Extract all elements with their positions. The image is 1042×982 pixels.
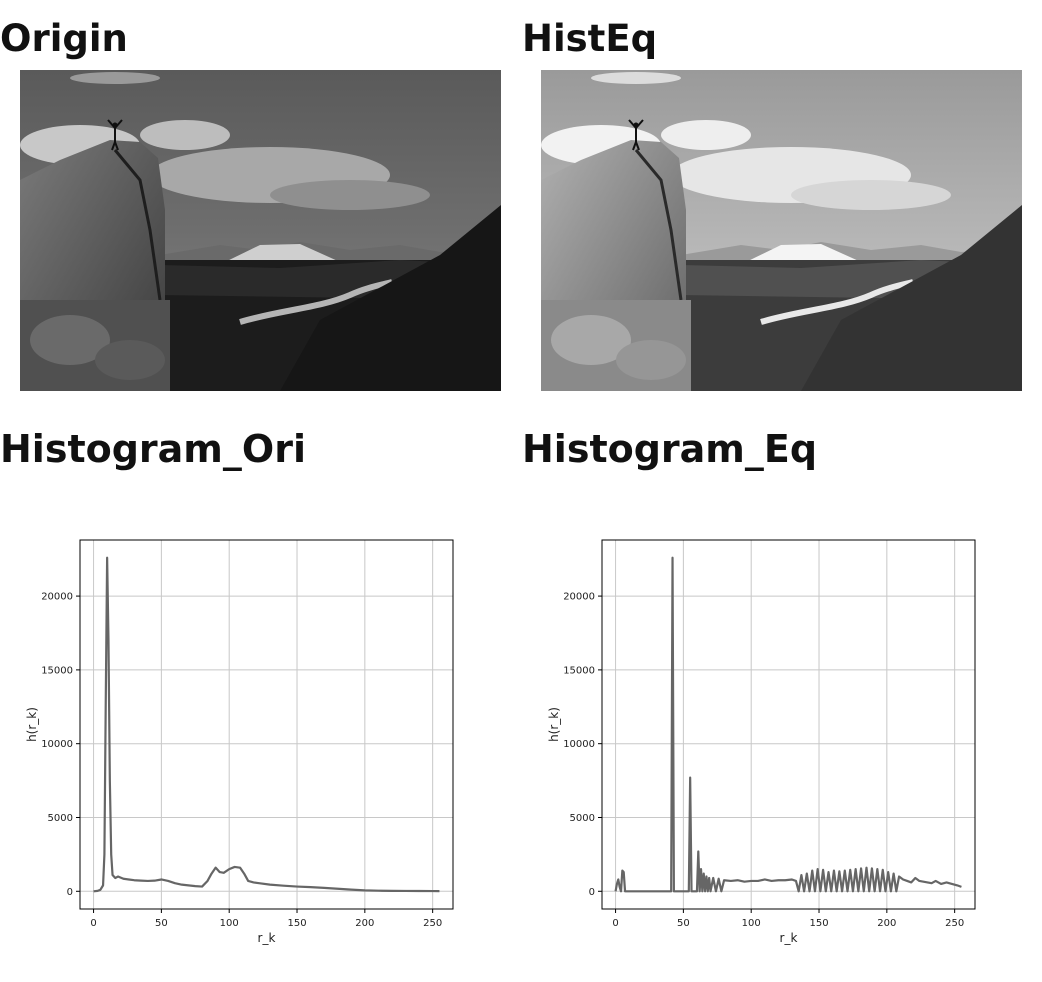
x-tick-label: 150	[287, 918, 306, 929]
histogram-eq-title: Histogram_Eq	[522, 427, 818, 471]
y-tick-label: 15000	[41, 665, 73, 676]
x-tick-label: 100	[742, 918, 761, 929]
y-tick-label: 20000	[41, 592, 73, 603]
y-tick-label: 0	[67, 887, 73, 898]
histeq-image	[541, 70, 1022, 391]
x-tick-label: 50	[155, 918, 168, 929]
histogram-ori-title: Histogram_Ori	[0, 427, 306, 471]
histogram-eq-chart: 0 50 100 150 200 250 0 5000 10000 15000 20000 r_k h(…	[547, 539, 976, 945]
histogram-line	[93, 556, 440, 893]
x-tick-label: 0	[90, 918, 96, 929]
y-tick-label: 5000	[48, 813, 73, 824]
histeq-title: HistEq	[522, 17, 658, 60]
x-axis-label: r_k	[258, 931, 276, 945]
x-tick-label: 150	[809, 918, 828, 929]
plot-frame	[79, 539, 454, 910]
y-tick-label: 15000	[563, 665, 595, 676]
y-tick-label: 10000	[563, 739, 595, 750]
histogram-line	[614, 556, 962, 893]
y-axis-label: h(r_k)	[547, 707, 561, 742]
x-tick-label: 0	[612, 918, 618, 929]
histogram-ori-chart: 0 50 100 150 200 250 0 5000 10000 15000 20000 r_k h(…	[25, 539, 454, 945]
y-axis-label: h(r_k)	[25, 707, 39, 742]
x-tick-label: 250	[945, 918, 964, 929]
y-tick-label: 0	[589, 887, 595, 898]
x-tick-label: 50	[677, 918, 690, 929]
origin-title: Origin	[0, 17, 128, 60]
x-axis-label: r_k	[780, 931, 798, 945]
x-tick-label: 200	[355, 918, 374, 929]
x-tick-label: 250	[423, 918, 442, 929]
plot-frame	[601, 539, 976, 910]
x-tick-label: 200	[877, 918, 896, 929]
y-tick-label: 10000	[41, 739, 73, 750]
y-tick-label: 20000	[563, 592, 595, 603]
origin-image	[20, 70, 501, 391]
x-tick-label: 100	[220, 918, 239, 929]
y-tick-label: 5000	[570, 813, 595, 824]
